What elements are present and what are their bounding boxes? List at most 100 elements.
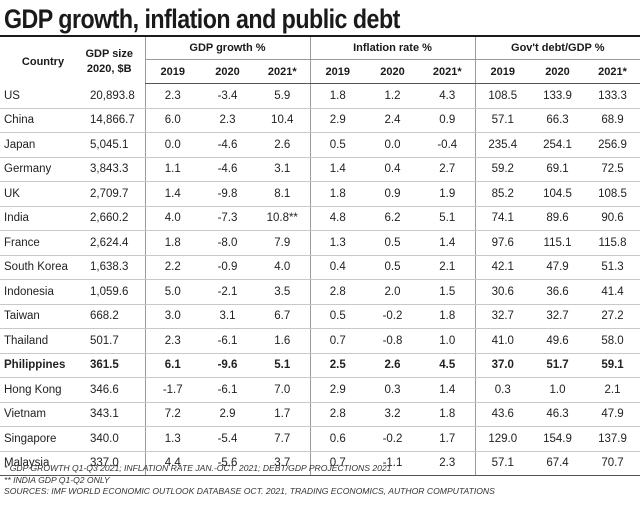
country-cell: UK	[0, 181, 82, 207]
inflation-2021-cell: 2.7	[420, 157, 476, 182]
inflation-2021-cell: 2.1	[420, 255, 476, 280]
chart-title: GDP growth, inflation and public debt	[4, 4, 400, 34]
gdp-growth-2021-cell: 5.9	[255, 83, 310, 109]
footnotes: * GDP growth Q1-Q3 2021; inflation rate …	[4, 463, 495, 498]
gdp-size-cell: 501.7	[82, 328, 145, 354]
country-cell: Malaysia	[0, 451, 82, 476]
gdp-growth-2020-cell: 2.9	[200, 402, 255, 427]
debt-2020-cell: 49.6	[530, 328, 586, 354]
inflation-2020-cell: 1.2	[365, 83, 420, 109]
gdp-growth-2021-cell: 7.7	[255, 426, 310, 452]
debt-2021-cell: 27.2	[585, 304, 640, 329]
debt-2020-cell: 254.1	[530, 132, 586, 158]
debt-2021-cell: 72.5	[585, 157, 640, 182]
gdp-growth-2019-cell: -1.7	[144, 377, 200, 403]
inflation-2020-cell: 0.5	[365, 230, 420, 256]
gdp-growth-2019-cell: 1.4	[144, 181, 200, 207]
inflation-2019-cell: 2.8	[309, 279, 365, 305]
table-row: Vietnam 343.1 7.2 2.9 1.7 2.8 3.2 1.8 43.6 46.3 47…	[0, 402, 640, 427]
debt-2019-cell: 57.1	[474, 451, 531, 476]
header-gdp-growth: GDP growth %	[144, 37, 310, 60]
header-gdp-size-line1: GDP size	[85, 47, 134, 60]
title-rule	[0, 35, 640, 37]
inflation-2021-cell: 0.9	[420, 108, 476, 133]
gdp-growth-2020-cell: 3.1	[200, 304, 255, 329]
header-debt: Gov't debt/GDP %	[474, 37, 640, 60]
inflation-2019-cell: 0.7	[309, 328, 365, 354]
table-row: Singapore 340.0 1.3 -5.4 7.7 0.6 -0.2 1.7 129.0 1…	[0, 426, 640, 452]
gdp-growth-2021-cell: 5.1	[255, 353, 310, 378]
debt-2021-cell: 115.8	[585, 230, 640, 256]
inflation-2021-cell: 1.4	[420, 230, 476, 256]
inflation-2020-cell: -1.1	[365, 451, 420, 476]
gdp-growth-2021-cell: 7.0	[255, 377, 310, 403]
inflation-2019-cell: 1.8	[309, 83, 365, 109]
header-inflation: Inflation rate %	[309, 37, 476, 60]
table-row: Hong Kong 346.6 -1.7 -6.1 7.0 2.9 0.3 1.4 0.3 1.0…	[0, 377, 640, 403]
gdp-size-cell: 20,893.8	[82, 83, 145, 109]
inflation-2020-cell: -0.2	[365, 426, 420, 452]
table-row: Philippines 361.5 6.1 -9.6 5.1 2.5 2.6 4.5 37.0 5…	[0, 353, 640, 378]
gdp-growth-2021-cell: 10.4	[255, 108, 310, 133]
debt-2020-cell: 67.4	[530, 451, 586, 476]
inflation-2021-cell: 1.7	[420, 426, 476, 452]
gdp-size-cell: 361.5	[82, 353, 145, 378]
gdp-size-cell: 1,638.3	[82, 255, 145, 280]
gdp-growth-2019-cell: 4.0	[144, 206, 200, 231]
debt-2019-cell: 0.3	[474, 377, 531, 403]
gdp-growth-2019-cell: 1.3	[144, 426, 200, 452]
gdp-growth-2020-cell: -5.6	[200, 451, 255, 476]
footnote-sources: Sources: IMF World Economic Outlook Data…	[4, 486, 495, 496]
gdp-growth-2021-cell: 3.7	[255, 451, 310, 476]
header-year: 2021*	[585, 59, 640, 84]
gdp-size-cell: 2,709.7	[82, 181, 145, 207]
debt-2020-cell: 66.3	[530, 108, 586, 133]
debt-2019-cell: 59.2	[474, 157, 531, 182]
gdp-growth-2020-cell: -9.8	[200, 181, 255, 207]
debt-2020-cell: 1.0	[530, 377, 586, 403]
gdp-growth-2021-cell: 1.7	[255, 402, 310, 427]
inflation-2019-cell: 2.9	[309, 108, 365, 133]
country-cell: Vietnam	[0, 402, 82, 427]
gdp-size-cell: 337.0	[82, 451, 145, 476]
debt-2020-cell: 69.1	[530, 157, 586, 182]
gdp-growth-2019-cell: 0.0	[144, 132, 200, 158]
debt-2020-cell: 154.9	[530, 426, 586, 452]
gdp-size-cell: 343.1	[82, 402, 145, 427]
inflation-2019-cell: 2.9	[309, 377, 365, 403]
inflation-2021-cell: 1.4	[420, 377, 476, 403]
gdp-size-cell: 2,660.2	[82, 206, 145, 231]
gdp-growth-2020-cell: -7.3	[200, 206, 255, 231]
gdp-growth-2020-cell: -9.6	[200, 353, 255, 378]
debt-2020-cell: 47.9	[530, 255, 586, 280]
debt-2021-cell: 41.4	[585, 279, 640, 305]
gdp-growth-2021-cell: 3.5	[255, 279, 310, 305]
gdp-growth-2020-cell: -2.1	[200, 279, 255, 305]
inflation-2021-cell: 4.3	[420, 83, 476, 109]
gdp-growth-2019-cell: 5.0	[144, 279, 200, 305]
country-cell: Hong Kong	[0, 377, 82, 403]
gdp-growth-2019-cell: 6.1	[144, 353, 200, 378]
header-year: 2020	[530, 59, 586, 84]
gdp-size-cell: 2,624.4	[82, 230, 145, 256]
inflation-2019-cell: 1.3	[309, 230, 365, 256]
country-cell: Singapore	[0, 426, 82, 452]
header-year: 2020	[365, 59, 420, 84]
debt-2021-cell: 2.1	[585, 377, 640, 403]
table-row: South Korea 1,638.3 2.2 -0.9 4.0 0.4 0.5 2.1 42.…	[0, 255, 640, 280]
country-cell: US	[0, 83, 82, 109]
data-table: Country GDP size 2020, $B GDP growth % In…	[0, 37, 640, 476]
gdp-growth-2020-cell: -3.4	[200, 83, 255, 109]
footnote-double-asterisk: ** India GDP Q1-Q2 only	[4, 474, 110, 485]
inflation-2020-cell: 0.3	[365, 377, 420, 403]
debt-2019-cell: 37.0	[474, 353, 531, 378]
gdp-growth-2020-cell: -6.1	[200, 328, 255, 354]
country-cell: China	[0, 108, 82, 133]
inflation-2020-cell: 0.4	[365, 157, 420, 182]
debt-2021-cell: 58.0	[585, 328, 640, 354]
header-year: 2019	[309, 59, 365, 84]
gdp-size-cell: 14,866.7	[82, 108, 145, 133]
debt-2019-cell: 41.0	[474, 328, 531, 354]
table-row: Thailand 501.7 2.3 -6.1 1.6 0.7 -0.8 1.0 41.0 49.…	[0, 328, 640, 354]
gdp-growth-2019-cell: 2.2	[144, 255, 200, 280]
